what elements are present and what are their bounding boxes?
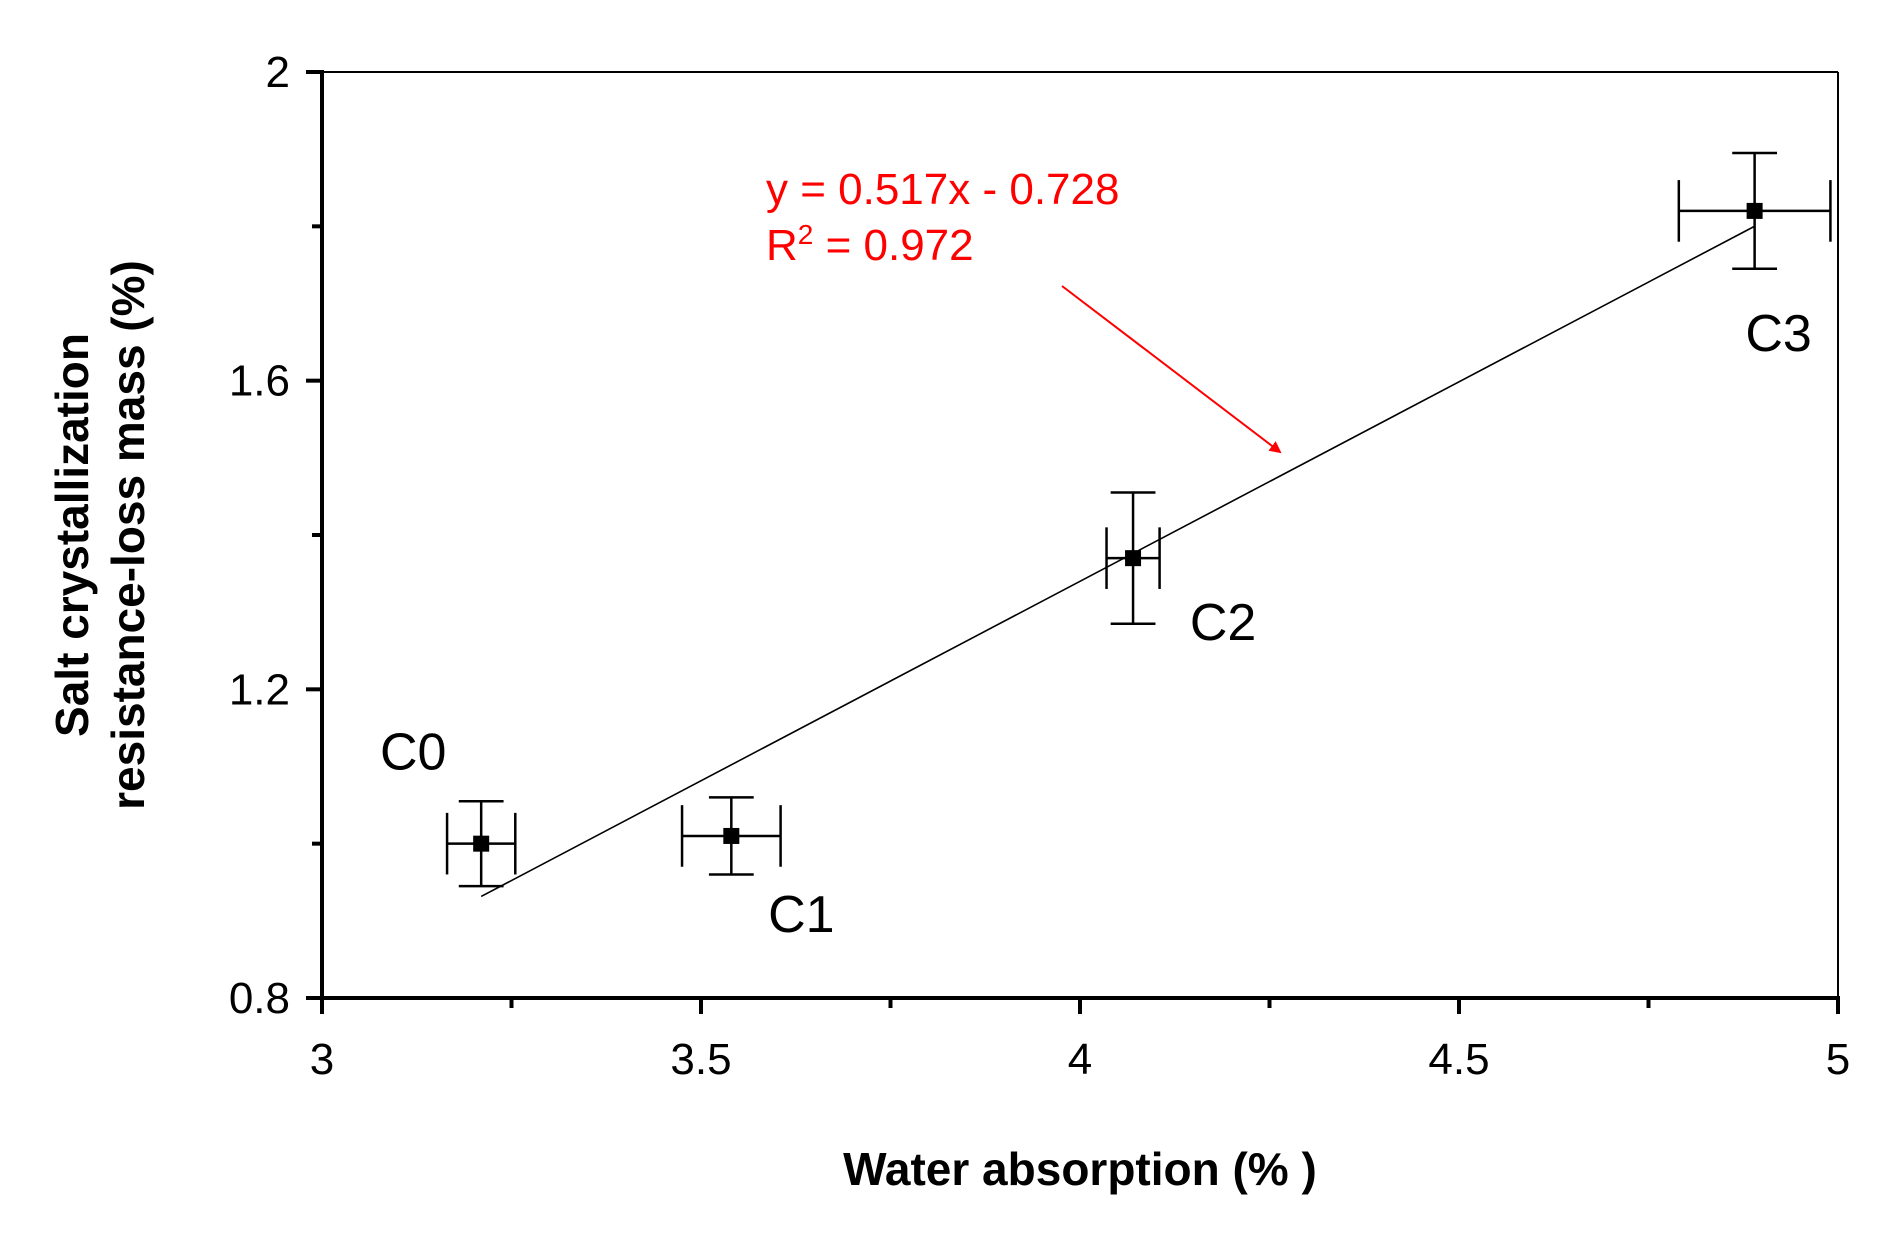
y-axis-title: Salt crystallization resistance-loss mas… [46, 260, 154, 810]
y-tick-label: 1.2 [229, 665, 290, 714]
y-axis-title-line-1: Salt crystallization [46, 333, 98, 737]
r-squared-superscript: 2 [798, 219, 814, 250]
x-tick-label: 3 [310, 1035, 334, 1084]
annotation-arrow [1061, 285, 1282, 454]
r-squared-prefix: R [766, 221, 798, 270]
data-points: C0 C1 C2 C3 [380, 151, 1832, 944]
regression-annotation: y = 0.517x - 0.728 R2 = 0.972 [766, 165, 1282, 454]
x-axis-ticks: 3 3.5 4 4.5 5 [310, 998, 1850, 1084]
data-point-c3: C3 [1677, 151, 1832, 363]
point-marker [473, 835, 490, 852]
trend-line-group [480, 225, 1755, 898]
point-label: C1 [768, 886, 834, 944]
point-label: C3 [1745, 305, 1811, 363]
point-label: C2 [1190, 594, 1256, 652]
data-point-c1: C1 [680, 796, 835, 944]
x-tick-label: 4.5 [1428, 1035, 1489, 1084]
y-tick-label: 2 [266, 48, 290, 97]
y-tick-label: 0.8 [229, 974, 290, 1023]
point-marker [1125, 550, 1142, 567]
trend-line [480, 225, 1755, 898]
x-tick-label: 4 [1068, 1035, 1092, 1084]
y-axis-title-line-2: resistance-loss mass (%) [102, 260, 154, 810]
r-squared-value: = 0.972 [813, 221, 973, 270]
y-axis-ticks: 0.8 1.2 1.6 2 [229, 48, 322, 1023]
point-marker [1746, 202, 1763, 219]
x-tick-label: 5 [1826, 1035, 1850, 1084]
x-tick-label: 3.5 [670, 1035, 731, 1084]
point-label: C0 [380, 724, 446, 782]
r-squared-text: R2 = 0.972 [766, 219, 974, 270]
y-tick-label: 1.6 [229, 357, 290, 406]
point-marker [723, 827, 740, 844]
data-point-c2: C2 [1105, 491, 1256, 652]
regression-equation: y = 0.517x - 0.728 [766, 165, 1119, 214]
data-point-c0: C0 [380, 724, 517, 888]
x-axis-title: Water absorption (% ) [843, 1143, 1317, 1195]
